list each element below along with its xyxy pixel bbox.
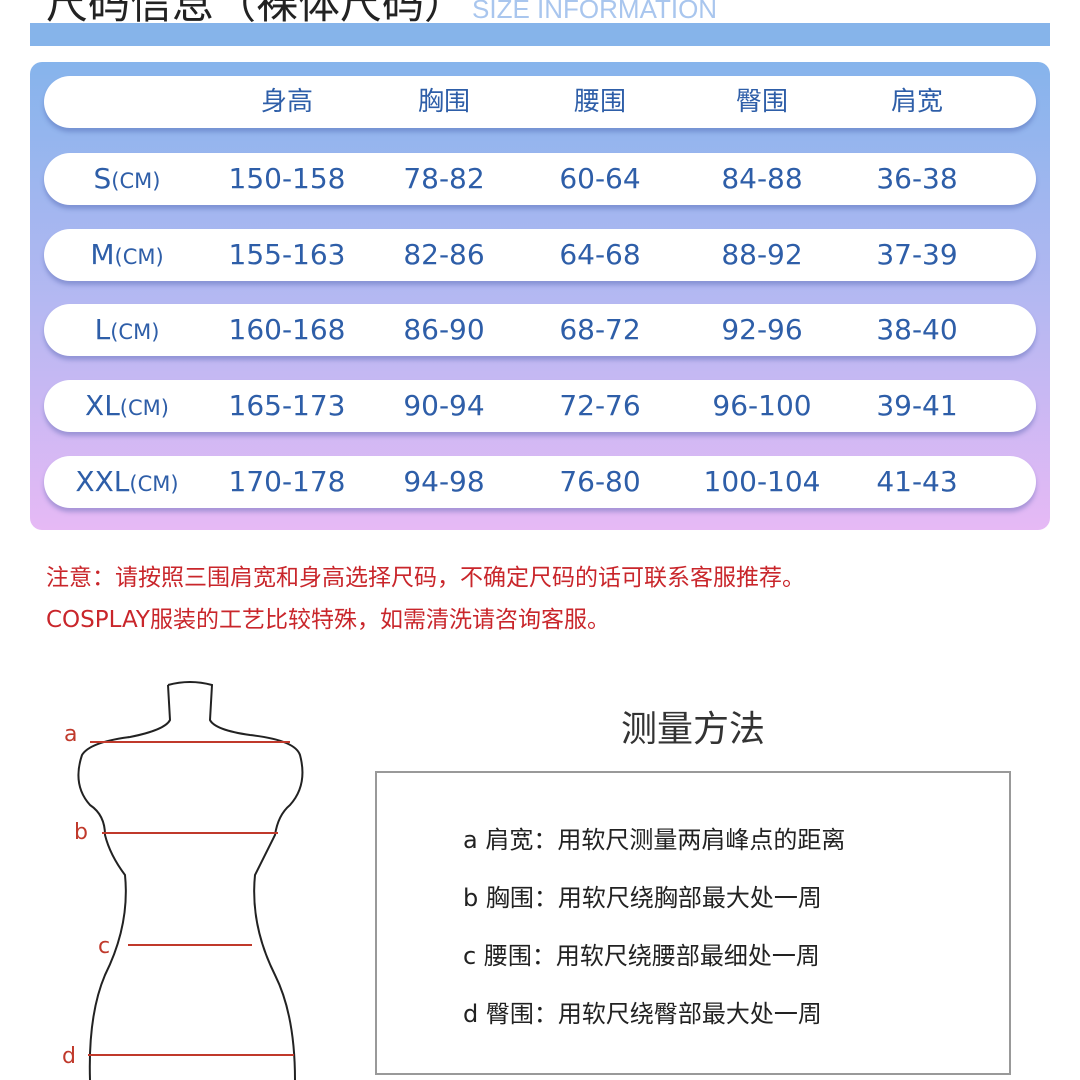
table-cell: 41-43 xyxy=(876,465,958,498)
table-row: S(CM) 150-158 78-82 60-64 84-88 36-38 xyxy=(44,153,1036,205)
table-row: XL(CM) 165-173 90-94 72-76 96-100 39-41 xyxy=(44,380,1036,432)
table-cell: 165-173 xyxy=(228,389,346,422)
table-row: XXL(CM) 170-178 94-98 76-80 100-104 41-43 xyxy=(44,456,1036,508)
table-cell: 38-40 xyxy=(876,313,958,346)
header-hip: 臀围 xyxy=(735,87,789,117)
table-cell: 39-41 xyxy=(876,389,958,422)
table-cell: 37-39 xyxy=(876,238,958,271)
size-label: S(CM) xyxy=(93,162,161,195)
title-divider-bar xyxy=(30,23,1050,46)
table-cell: 84-88 xyxy=(721,162,803,195)
table-cell: 60-64 xyxy=(559,162,641,195)
mannequin-figure: a b c d xyxy=(62,681,304,1080)
note-line-1: 注意：请按照三围肩宽和身高选择尺码，不确定尺码的话可联系客服推荐。 xyxy=(46,565,805,591)
size-label: L(CM) xyxy=(94,313,160,346)
table-cell: 36-38 xyxy=(876,162,958,195)
table-cell: 88-92 xyxy=(721,238,803,271)
table-cell: 72-76 xyxy=(559,389,641,422)
header-height: 身高 xyxy=(260,87,314,117)
label-c: c xyxy=(98,934,110,959)
table-cell: 155-163 xyxy=(228,238,346,271)
table-cell: 150-158 xyxy=(228,162,346,195)
table-cell: 78-82 xyxy=(403,162,485,195)
size-label: XL(CM) xyxy=(85,389,169,422)
size-label: M(CM) xyxy=(90,238,164,271)
title-en: SIZE INFORMATION xyxy=(472,0,718,24)
measure-box xyxy=(375,771,1011,1075)
table-cell: 92-96 xyxy=(721,313,803,346)
measure-item-a: a 肩宽：用软尺测量两肩峰点的距离 xyxy=(463,826,846,854)
table-cell: 96-100 xyxy=(712,389,812,422)
measure-item-c: c 腰围：用软尺绕腰部最细处一周 xyxy=(463,942,820,970)
table-header-row: 身高 胸围 腰围 臀围 肩宽 xyxy=(44,76,1036,128)
label-a: a xyxy=(64,722,77,747)
measure-title: 测量方法 xyxy=(620,709,766,750)
table-cell: 94-98 xyxy=(403,465,485,498)
header-shoulder: 肩宽 xyxy=(890,87,944,117)
table-cell: 64-68 xyxy=(559,238,641,271)
measure-item-d: d 臀围：用软尺绕臀部最大处一周 xyxy=(463,1000,822,1028)
measure-item-b: b 胸围：用软尺绕胸部最大处一周 xyxy=(463,884,822,912)
label-b: b xyxy=(74,820,88,845)
table-cell: 82-86 xyxy=(403,238,485,271)
table-cell: 100-104 xyxy=(703,465,821,498)
table-row: L(CM) 160-168 86-90 68-72 92-96 38-40 xyxy=(44,304,1036,356)
table-row: M(CM) 155-163 82-86 64-68 88-92 37-39 xyxy=(44,229,1036,281)
header-bust: 胸围 xyxy=(417,87,471,117)
table-cell: 68-72 xyxy=(559,313,641,346)
table-cell: 86-90 xyxy=(403,313,485,346)
size-table: 身高 胸围 腰围 臀围 肩宽 S(CM) 150-158 78-82 60-64 84-… xyxy=(30,62,1050,530)
measure-lines xyxy=(88,741,294,1056)
note-line-2: COSPLAY服装的工艺比较特殊，如需清洗请咨询客服。 xyxy=(46,607,610,633)
header-waist: 腰围 xyxy=(573,87,627,117)
size-label: XXL(CM) xyxy=(75,465,179,498)
table-cell: 76-80 xyxy=(559,465,641,498)
label-d: d xyxy=(62,1044,76,1069)
table-cell: 160-168 xyxy=(228,313,346,346)
table-cell: 170-178 xyxy=(228,465,346,498)
table-cell: 90-94 xyxy=(403,389,485,422)
mannequin-outline xyxy=(77,681,304,1080)
